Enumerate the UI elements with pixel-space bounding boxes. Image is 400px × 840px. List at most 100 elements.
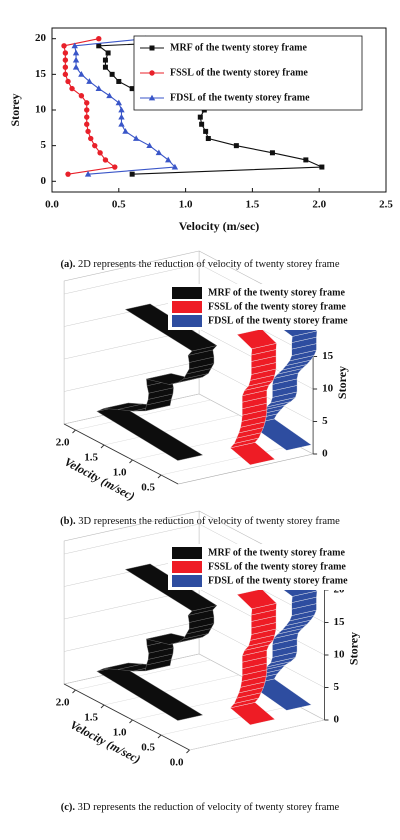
- x-tick: [157, 734, 162, 739]
- legend-label: FDSL of the twenty storey frame: [208, 315, 348, 326]
- legend-swatch: [172, 547, 202, 559]
- x-axis: [63, 423, 179, 485]
- marker: [102, 157, 109, 163]
- legend-label: FDSL of the twenty storey frame: [208, 575, 348, 586]
- legend-label: FSSL of the twenty storey frame: [208, 301, 346, 312]
- y-tick-label: 0: [322, 448, 328, 460]
- x-axis-label: Velocity (m/sec): [62, 454, 137, 503]
- x-tick-label: 0.5: [141, 482, 155, 494]
- caption: (b). 3D represents the reduction of velo…: [60, 516, 340, 527]
- x-tick-label: 1.5: [84, 712, 98, 724]
- x-tick-label: 2.0: [56, 697, 70, 709]
- marker: [303, 157, 309, 163]
- y-tick-label: 0: [41, 175, 47, 187]
- x-tick-label: 1.5: [246, 199, 260, 211]
- x-axis-label: Velocity (m/sec): [179, 219, 260, 233]
- marker: [118, 106, 125, 113]
- marker: [92, 142, 98, 149]
- y-tick-label: 0: [334, 714, 340, 726]
- x-tick-label: 1.0: [113, 467, 127, 479]
- x-tick: [100, 704, 105, 709]
- x-tick-label: 2.0: [312, 199, 326, 211]
- x-tick-label: 0.0: [45, 199, 59, 211]
- marker: [72, 63, 80, 70]
- y-tick-label: 15: [334, 616, 346, 628]
- caption-text: 3D represents the reduction of velocity …: [78, 802, 340, 813]
- legend-label: MRF of the twenty storey frame: [208, 547, 345, 558]
- marker: [84, 100, 90, 106]
- marker: [122, 128, 129, 134]
- grid-line: [160, 704, 297, 736]
- legend-label: MRF of the twenty storey frame: [170, 42, 307, 53]
- marker: [95, 85, 102, 92]
- marker: [102, 64, 108, 70]
- grid-line: [103, 414, 240, 446]
- y-tick-label: 5: [41, 139, 47, 151]
- marker: [84, 170, 92, 177]
- marker: [96, 35, 102, 42]
- x-tick-label: 0.0: [170, 757, 184, 769]
- marker: [86, 78, 93, 84]
- marker: [78, 93, 85, 99]
- marker: [118, 113, 125, 120]
- y-axis-label: Storey: [8, 93, 22, 126]
- grid-line: [103, 674, 240, 706]
- marker: [71, 42, 78, 49]
- marker: [96, 43, 102, 49]
- marker: [109, 71, 115, 77]
- y-tick-label: 20: [35, 32, 47, 44]
- x-tick-label: 2.0: [56, 437, 70, 449]
- caption-label: (c).: [61, 802, 76, 813]
- legend-label: MRF of the twenty storey frame: [208, 287, 345, 298]
- y-tick-label: 15: [322, 350, 334, 362]
- legend-box: [168, 544, 378, 590]
- caption-label: (b).: [60, 516, 76, 527]
- x-tick: [186, 749, 190, 754]
- ribbon-segment: [96, 405, 204, 461]
- x-tick: [129, 719, 133, 724]
- marker: [85, 128, 91, 135]
- marker: [319, 164, 325, 170]
- marker: [205, 136, 211, 142]
- grid-line: [189, 719, 325, 751]
- grid-line: [75, 399, 211, 431]
- x-tick: [157, 474, 162, 479]
- marker: [112, 164, 118, 170]
- marker: [84, 114, 90, 120]
- marker: [88, 135, 94, 142]
- marker: [199, 121, 205, 127]
- caption: (a). 2D represents the reduction of velo…: [60, 259, 339, 270]
- x-tick-label: 1.5: [84, 452, 98, 464]
- legend-box: [168, 284, 378, 330]
- marker: [61, 43, 67, 49]
- y-tick-label: 15: [35, 68, 47, 80]
- y-tick-label: 10: [35, 104, 47, 116]
- marker: [233, 143, 239, 149]
- marker: [149, 70, 155, 76]
- x-tick-label: 0.5: [112, 199, 126, 211]
- marker: [203, 128, 209, 134]
- x-tick-label: 1.0: [179, 199, 193, 211]
- legend-label: FSSL of the twenty storey frame: [170, 67, 308, 78]
- y-axis-label: Storey: [346, 632, 360, 665]
- x-tick: [100, 444, 105, 449]
- legend-swatch: [172, 287, 202, 299]
- legend-swatch: [172, 561, 202, 573]
- caption-label: (a).: [60, 259, 75, 270]
- marker: [165, 156, 172, 163]
- marker: [129, 86, 135, 92]
- legend-box: [133, 35, 363, 111]
- grid-line: [75, 659, 211, 691]
- marker: [62, 64, 69, 70]
- marker: [97, 150, 103, 156]
- x-tick: [129, 459, 133, 464]
- marker: [155, 149, 163, 156]
- marker: [129, 171, 135, 177]
- caption-text: 2D represents the reduction of velocity …: [78, 259, 340, 270]
- marker: [116, 78, 122, 84]
- marker: [69, 85, 75, 92]
- grid-line: [160, 444, 297, 476]
- y-tick-label: 10: [334, 649, 346, 661]
